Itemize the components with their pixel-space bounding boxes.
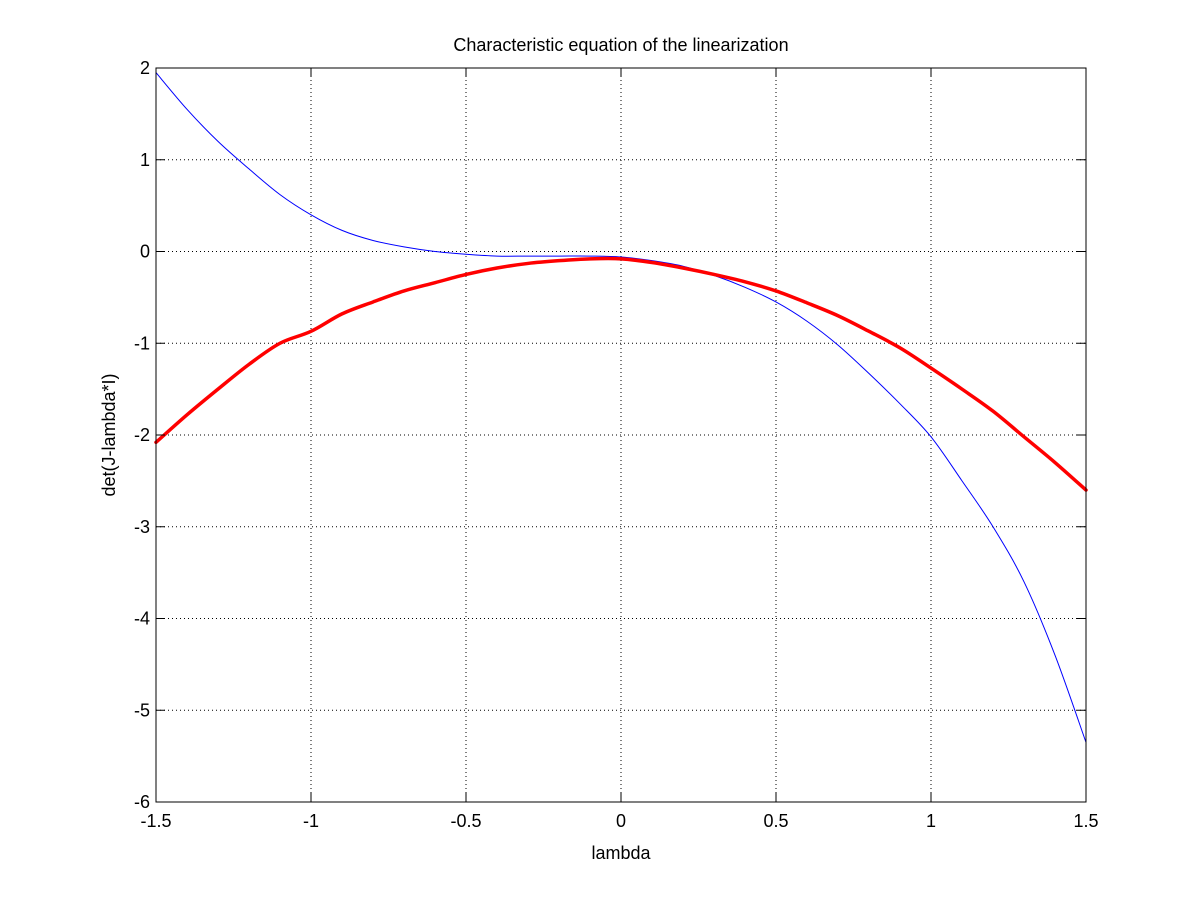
x-tick-label: 0 bbox=[616, 811, 626, 831]
ticks: -1.5 -1 -0.5 0 0.5 1 1.5 -6 -5 -4 -3 -2 -1 0 1 2 bbox=[134, 58, 1099, 831]
x-tick-label: 0.5 bbox=[763, 811, 788, 831]
x-tick-label: 1.5 bbox=[1073, 811, 1098, 831]
x-tick-label: -0.5 bbox=[450, 811, 481, 831]
x-tick-label: -1.5 bbox=[140, 811, 171, 831]
blue-series-line bbox=[155, 72, 1087, 743]
y-tick-label: -4 bbox=[134, 609, 150, 629]
grid bbox=[156, 68, 1086, 802]
x-axis-label: lambda bbox=[591, 843, 651, 863]
chart-title: Characteristic equation of the lineariza… bbox=[453, 35, 788, 55]
series-layer bbox=[154, 72, 1088, 743]
y-tick-label: -5 bbox=[134, 700, 150, 720]
y-tick-label: -1 bbox=[134, 333, 150, 353]
red-series-line bbox=[154, 256, 1088, 492]
y-axis-label: det(J-lambda*I) bbox=[99, 373, 119, 496]
y-tick-label: 2 bbox=[140, 58, 150, 78]
x-tick-label: 1 bbox=[926, 811, 936, 831]
y-tick-label: 0 bbox=[140, 242, 150, 262]
y-tick-label: -6 bbox=[134, 792, 150, 812]
x-tick-label: -1 bbox=[303, 811, 319, 831]
y-tick-label: -2 bbox=[134, 425, 150, 445]
y-tick-label: -3 bbox=[134, 517, 150, 537]
y-tick-label: 1 bbox=[140, 150, 150, 170]
